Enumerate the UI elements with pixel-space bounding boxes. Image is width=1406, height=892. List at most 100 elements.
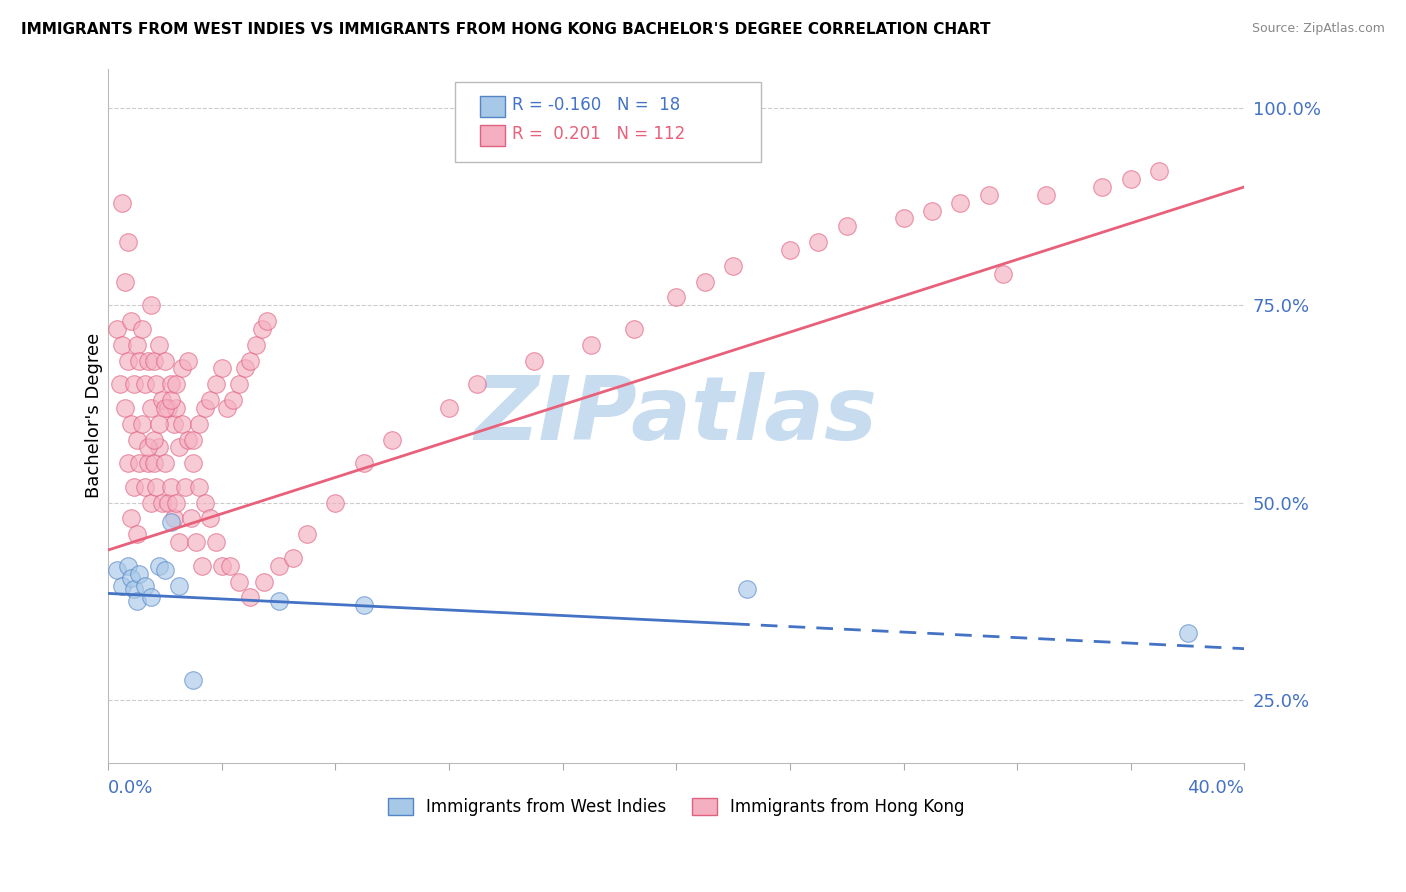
- Point: [165, 401, 187, 415]
- Point: [437, 401, 460, 415]
- Point: [194, 401, 217, 415]
- Point: [1091, 180, 1114, 194]
- Bar: [479, 125, 505, 145]
- Point: [977, 187, 1000, 202]
- Point: [128, 456, 150, 470]
- Point: [281, 550, 304, 565]
- Point: [188, 480, 211, 494]
- Text: R = -0.160   N =  18: R = -0.160 N = 18: [512, 96, 679, 114]
- Point: [188, 417, 211, 431]
- Point: [165, 496, 187, 510]
- Point: [170, 417, 193, 431]
- Point: [111, 338, 134, 352]
- Point: [120, 571, 142, 585]
- Point: [122, 480, 145, 494]
- Point: [228, 377, 250, 392]
- Point: [579, 338, 602, 352]
- Point: [162, 511, 184, 525]
- Point: [353, 599, 375, 613]
- Point: [122, 582, 145, 597]
- Point: [150, 496, 173, 510]
- Point: [211, 361, 233, 376]
- Point: [523, 353, 546, 368]
- Point: [111, 195, 134, 210]
- Point: [153, 456, 176, 470]
- Point: [136, 353, 159, 368]
- Point: [467, 377, 489, 392]
- Point: [381, 433, 404, 447]
- Point: [120, 511, 142, 525]
- Point: [159, 480, 181, 494]
- Point: [111, 578, 134, 592]
- Point: [167, 578, 190, 592]
- Text: 40.0%: 40.0%: [1188, 779, 1244, 797]
- Point: [1119, 172, 1142, 186]
- FancyBboxPatch shape: [454, 82, 762, 162]
- Point: [117, 558, 139, 573]
- Point: [1035, 187, 1057, 202]
- Text: Source: ZipAtlas.com: Source: ZipAtlas.com: [1251, 22, 1385, 36]
- Point: [191, 558, 214, 573]
- Point: [117, 456, 139, 470]
- Point: [122, 377, 145, 392]
- Point: [177, 353, 200, 368]
- Point: [120, 314, 142, 328]
- Point: [153, 401, 176, 415]
- Point: [623, 322, 645, 336]
- Point: [245, 338, 267, 352]
- Point: [148, 417, 170, 431]
- Point: [219, 558, 242, 573]
- Y-axis label: Bachelor's Degree: Bachelor's Degree: [86, 334, 103, 499]
- Point: [125, 527, 148, 541]
- Point: [991, 267, 1014, 281]
- Point: [170, 361, 193, 376]
- Point: [256, 314, 278, 328]
- Point: [807, 235, 830, 249]
- Point: [142, 353, 165, 368]
- Legend: Immigrants from West Indies, Immigrants from Hong Kong: Immigrants from West Indies, Immigrants …: [380, 789, 973, 824]
- Point: [131, 322, 153, 336]
- Text: 0.0%: 0.0%: [108, 779, 153, 797]
- Point: [159, 516, 181, 530]
- Point: [148, 558, 170, 573]
- Point: [136, 441, 159, 455]
- Point: [128, 566, 150, 581]
- Point: [134, 480, 156, 494]
- Point: [222, 392, 245, 407]
- Point: [893, 211, 915, 226]
- Point: [949, 195, 972, 210]
- Point: [183, 433, 205, 447]
- Point: [145, 377, 167, 392]
- Point: [186, 535, 208, 549]
- Point: [131, 417, 153, 431]
- Point: [693, 275, 716, 289]
- Text: ZIPatlas: ZIPatlas: [475, 372, 877, 459]
- Point: [139, 298, 162, 312]
- Point: [165, 377, 187, 392]
- Point: [117, 353, 139, 368]
- Point: [117, 235, 139, 249]
- Point: [200, 511, 222, 525]
- Point: [295, 527, 318, 541]
- Point: [1147, 164, 1170, 178]
- Point: [183, 456, 205, 470]
- Bar: [479, 96, 505, 117]
- Point: [205, 377, 228, 392]
- Point: [167, 535, 190, 549]
- Point: [142, 456, 165, 470]
- Point: [233, 361, 256, 376]
- Point: [180, 511, 202, 525]
- Point: [145, 480, 167, 494]
- Point: [177, 433, 200, 447]
- Point: [139, 496, 162, 510]
- Point: [159, 377, 181, 392]
- Text: R =  0.201   N = 112: R = 0.201 N = 112: [512, 125, 685, 143]
- Point: [167, 441, 190, 455]
- Point: [125, 433, 148, 447]
- Point: [134, 578, 156, 592]
- Point: [835, 219, 858, 234]
- Point: [779, 243, 801, 257]
- Point: [105, 322, 128, 336]
- Point: [105, 563, 128, 577]
- Point: [156, 401, 179, 415]
